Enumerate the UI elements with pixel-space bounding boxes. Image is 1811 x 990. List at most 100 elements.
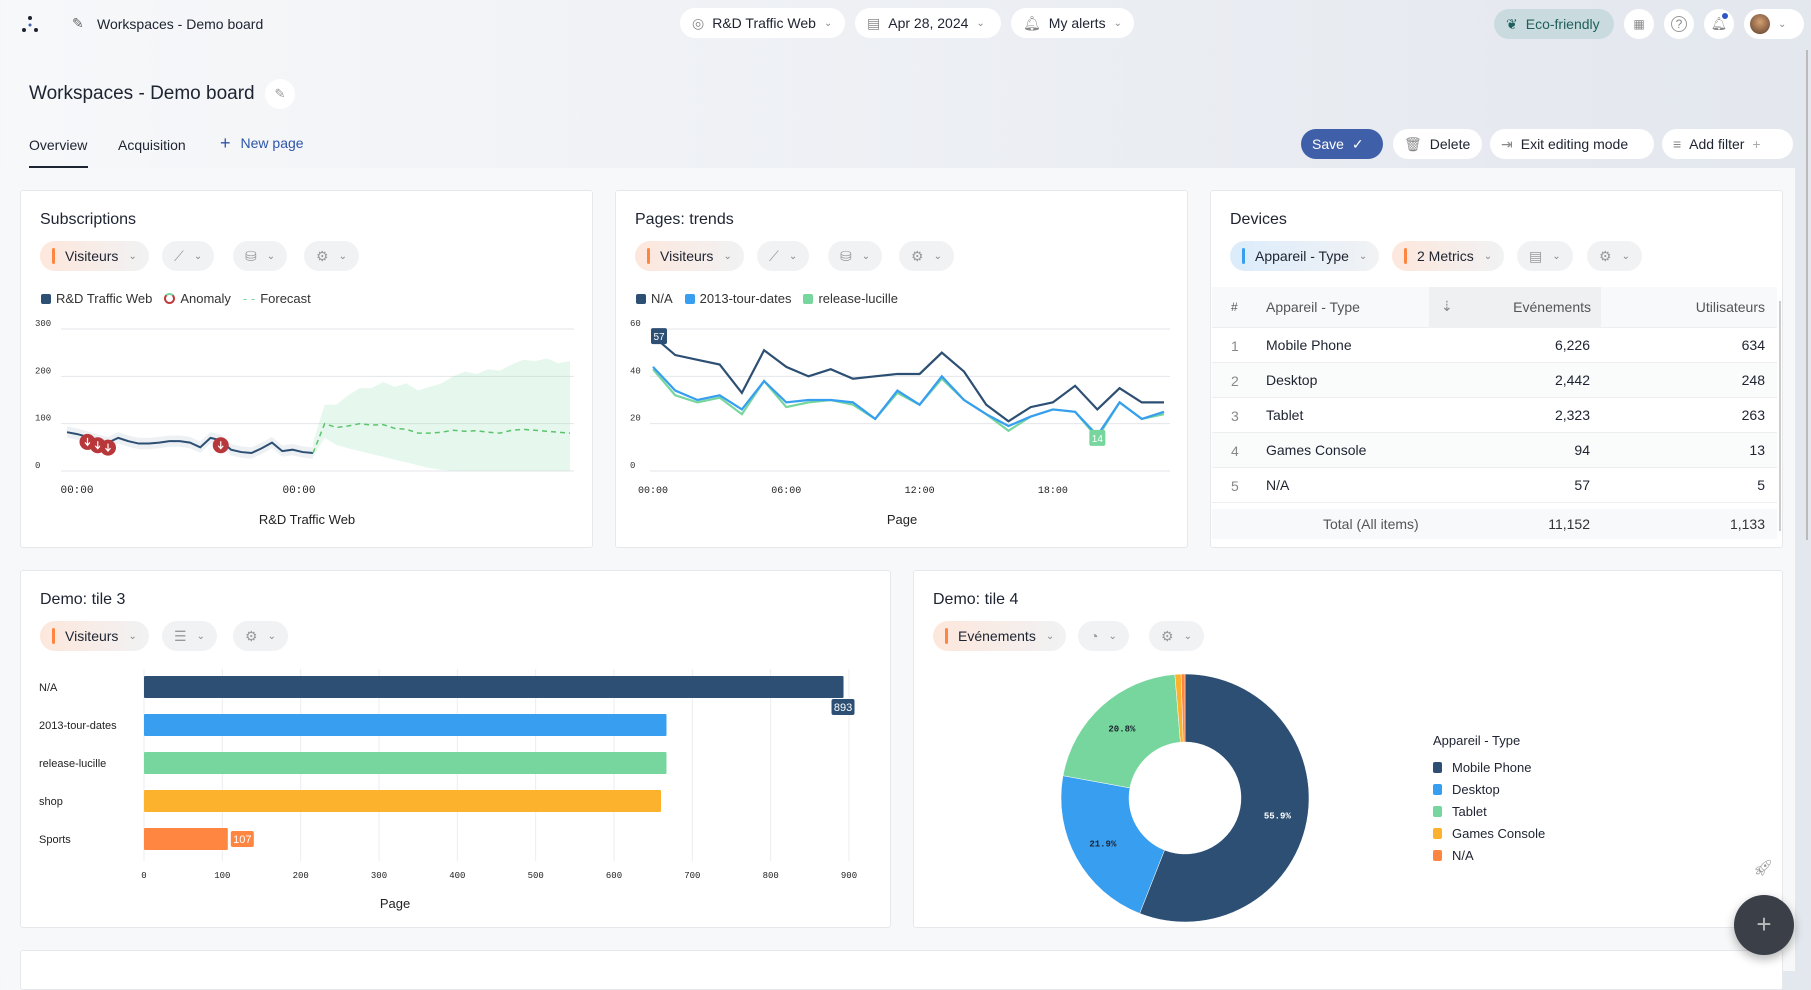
y-tick-label: 0 [35, 461, 40, 471]
chevron-down-icon: ⌄ [933, 250, 942, 262]
metrics-selector[interactable]: 2 Metrics ⌄ [1392, 241, 1505, 271]
table-row[interactable]: 2 Desktop 2,442 248 [1212, 363, 1777, 398]
calendar-icon: ▤ [867, 14, 881, 31]
user-menu[interactable]: ⌄ [1744, 9, 1804, 39]
chart-type-selector[interactable]: ◔ ⌄ [1078, 621, 1129, 651]
legend-item[interactable]: R&D Traffic Web [41, 291, 152, 306]
chevron-down-icon: ⌄ [1113, 17, 1122, 29]
metric-selector[interactable]: Visiteurs ⌄ [40, 621, 149, 651]
slice-label: 21.9% [1089, 840, 1117, 850]
table-scrollbar[interactable] [1779, 301, 1781, 531]
x-tick-label: 100 [214, 871, 230, 881]
settings-selector[interactable]: ⚙ ⌄ [899, 241, 954, 271]
row-type: Desktop [1266, 372, 1318, 388]
delete-button[interactable]: 🗑︎ Delete [1393, 129, 1482, 159]
column-header-type[interactable]: Appareil - Type [1266, 299, 1360, 315]
date-selector[interactable]: ▤ Apr 28, 2024 ⌄ [855, 8, 1001, 38]
pie-slice [1180, 673, 1186, 743]
settings-selector[interactable]: ⚙ ⌄ [304, 241, 359, 271]
tab-overview[interactable]: Overview [29, 137, 88, 153]
slice-label: 55.9% [1264, 811, 1292, 821]
column-header-events[interactable]: ⇣ Evénements [1429, 287, 1601, 328]
row-users: 263 [1741, 407, 1765, 423]
table-icon: ▤ [1529, 247, 1543, 264]
chart-type-selector[interactable]: ⟋ ⌄ [757, 241, 810, 271]
settings-selector[interactable]: ⚙ ⌄ [1149, 621, 1204, 651]
legend-item[interactable]: - - Forecast [242, 291, 311, 306]
legend-item[interactable]: Tablet [1433, 800, 1545, 822]
settings-selector[interactable]: ⚙ ⌄ [233, 621, 288, 651]
save-button[interactable]: Save ✓ [1301, 129, 1383, 159]
app-logo[interactable] [18, 14, 42, 34]
metric-selector[interactable]: Visiteurs ⌄ [40, 241, 149, 271]
legend-item[interactable]: N/A [1433, 844, 1545, 866]
chevron-down-icon: ⌄ [823, 17, 833, 29]
column-header-users[interactable]: Utilisateurs [1695, 299, 1765, 315]
chart-legend: N/A 2013-tour-dates release-lucille [636, 291, 898, 306]
table-row[interactable]: 4 Games Console 94 13 [1212, 433, 1777, 468]
legend-item[interactable]: 2013-tour-dates [684, 291, 791, 306]
tab-acquisition[interactable]: Acquisition [118, 137, 186, 153]
plus-icon: + [220, 133, 231, 153]
pencil-icon[interactable]: ✎ [72, 15, 84, 31]
category-label: N/A [39, 682, 58, 694]
row-users: 13 [1749, 442, 1765, 458]
table-row[interactable]: 3 Tablet 2,323 263 [1212, 398, 1777, 433]
exit-editing-button[interactable]: ⇥ Exit editing mode [1490, 129, 1654, 159]
add-filter-button[interactable]: ≡ Add filter + [1662, 129, 1793, 159]
chart-type-selector[interactable]: ⟋ ⌄ [162, 241, 215, 271]
metric-selector[interactable]: Evénements ⌄ [933, 621, 1067, 651]
anomaly-arrow-icon [94, 441, 101, 450]
data-source-selector[interactable]: ⛁ ⌄ [828, 241, 883, 271]
tile-devices: Devices Appareil - Type ⌄ 2 Metrics ⌄ ▤ ⌄ ⚙… [1210, 190, 1783, 548]
legend-item[interactable]: N/A [636, 291, 673, 306]
x-tick-label: 00:00 [60, 485, 93, 497]
chevron-down-icon: ⌄ [1778, 18, 1787, 30]
new-page-button[interactable]: + New page [220, 133, 304, 153]
legend-item[interactable]: Desktop [1433, 778, 1545, 800]
eco-friendly-button[interactable]: ❦ Eco-friendly [1494, 9, 1614, 39]
data-label: 893 [834, 702, 852, 714]
data-source-selector[interactable]: ⛁ ⌄ [233, 241, 288, 271]
y-tick-label: 100 [35, 414, 51, 424]
table-row[interactable]: 1 Mobile Phone 6,226 634 [1212, 328, 1777, 363]
y-tick-label: 40 [630, 366, 641, 376]
legend-item[interactable]: release-lucille [803, 291, 898, 306]
row-events: 2,442 [1554, 372, 1590, 388]
scrollbar[interactable] [1806, 50, 1808, 540]
x-tick-label: 12:00 [905, 486, 935, 497]
dimension-selector[interactable]: Appareil - Type ⌄ [1230, 241, 1380, 271]
gear-icon: ⚙ [316, 247, 329, 264]
table-row[interactable]: 5 N/A 57 5 [1212, 468, 1777, 503]
legend-item[interactable]: Anomaly [164, 291, 231, 306]
apps-grid-button[interactable]: ▦ [1624, 9, 1654, 39]
settings-selector[interactable]: ⚙ ⌄ [1587, 241, 1642, 271]
data-label-bg [230, 831, 254, 847]
alerts-selector[interactable]: 🔔︎ My alerts ⌄ [1011, 8, 1134, 38]
pie-slice [1139, 673, 1310, 923]
plus-icon: + [1752, 136, 1761, 152]
edit-title-button[interactable]: ✎ [265, 79, 295, 109]
chart-type-selector[interactable]: ▤ ⌄ [1517, 241, 1573, 271]
slice-label: 20.8% [1108, 724, 1136, 734]
sort-icon[interactable]: ⇣ [1441, 298, 1453, 314]
tile-subscriptions: Subscriptions Visiteurs ⌄ ⟋ ⌄ ⛁ ⌄ ⚙ ⌄ R&D Tr… [20, 190, 593, 548]
legend-item[interactable]: Games Console [1433, 822, 1545, 844]
row-users: 634 [1741, 337, 1765, 353]
notifications-button[interactable]: 🔔︎ [1704, 9, 1734, 39]
active-tab-indicator [29, 166, 88, 168]
metric-selector[interactable]: Visiteurs ⌄ [635, 241, 744, 271]
legend-title: Appareil - Type [1433, 733, 1521, 748]
row-type: Games Console [1266, 442, 1367, 458]
help-button[interactable]: ? [1664, 9, 1694, 39]
rocket-button[interactable]: 🚀︎ [1745, 850, 1781, 886]
chart-type-selector[interactable]: ☰ ⌄ [162, 621, 217, 651]
tile-title: Devices [1230, 211, 1287, 228]
add-tile-fab[interactable]: + [1734, 895, 1794, 955]
legend-item[interactable]: Mobile Phone [1433, 756, 1545, 778]
x-tick-label: 00:00 [638, 486, 668, 497]
row-users: 5 [1757, 477, 1765, 493]
y-tick-label: 200 [35, 366, 51, 376]
anomaly-chart-icon: ⟋ [174, 247, 184, 264]
site-selector[interactable]: ◎ R&D Traffic Web ⌄ [680, 8, 845, 38]
